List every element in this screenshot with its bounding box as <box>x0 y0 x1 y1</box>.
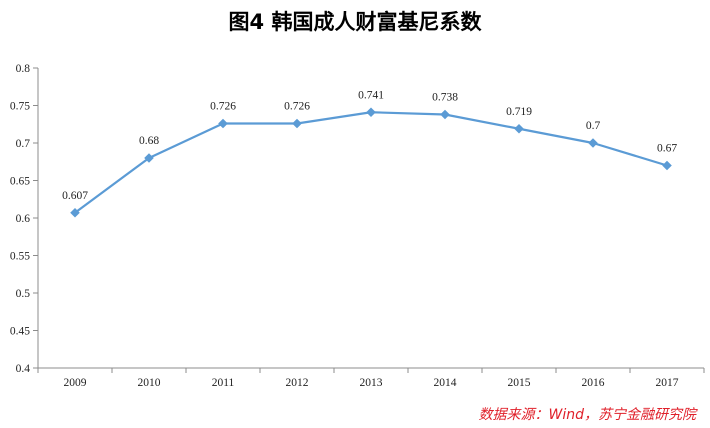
x-tick-label: 2009 <box>64 377 87 389</box>
data-label: 0.607 <box>62 190 88 202</box>
series-line <box>74 111 668 214</box>
x-tick-label: 2012 <box>286 377 309 389</box>
data-point-marker <box>662 160 672 171</box>
data-point-marker <box>588 138 598 148</box>
y-tick-label: 0.5 <box>16 288 31 300</box>
data-label: 0.67 <box>657 143 677 155</box>
data-label: 0.726 <box>284 101 310 113</box>
y-tick-label: 0.7 <box>16 138 31 150</box>
y-axis-ticks: 0.4 0.45 0.5 0.55 0.6 0.65 0.7 0.75 0.8 <box>10 63 38 375</box>
x-tick-label: 2014 <box>434 377 457 389</box>
y-tick-label: 0.8 <box>16 63 31 75</box>
chart-title: 图4 韩国成人财富基尼系数 <box>228 10 482 34</box>
data-point-marker <box>144 153 154 163</box>
x-tick-label: 2013 <box>360 377 383 389</box>
x-tick-label: 2010 <box>138 377 161 389</box>
data-point-marker <box>440 109 450 120</box>
data-label: 0.68 <box>139 135 159 147</box>
data-point-marker <box>292 118 302 129</box>
data-point-marker <box>70 207 80 218</box>
data-point-marker <box>514 123 524 134</box>
data-label: 0.738 <box>432 92 458 104</box>
data-source-note: 数据来源：Wind，苏宁金融研究院 <box>478 407 697 423</box>
series-gini <box>70 107 672 218</box>
data-label: 0.7 <box>586 120 601 132</box>
y-tick-label: 0.4 <box>16 363 31 375</box>
y-tick-label: 0.65 <box>10 176 30 188</box>
data-label: 0.741 <box>358 89 384 101</box>
y-tick-label: 0.55 <box>10 251 30 263</box>
x-tick-label: 2015 <box>508 377 531 389</box>
x-axis-ticks: 2009 2010 2011 2012 2013 2014 2015 2016 2017 <box>37 368 705 389</box>
x-tick-label: 2017 <box>656 377 679 389</box>
data-label: 0.726 <box>210 101 236 113</box>
y-tick-label: 0.45 <box>10 326 30 338</box>
data-point-marker <box>366 107 376 118</box>
x-tick-label: 2011 <box>212 377 235 389</box>
y-tick-label: 0.6 <box>16 213 31 225</box>
data-point-marker <box>218 118 228 129</box>
data-label: 0.719 <box>506 106 532 118</box>
x-tick-label: 2016 <box>582 377 605 389</box>
data-labels: 0.607 0.68 0.726 0.726 0.741 0.738 0.719 0.7 0.6… <box>62 89 677 202</box>
y-tick-label: 0.75 <box>10 101 30 113</box>
